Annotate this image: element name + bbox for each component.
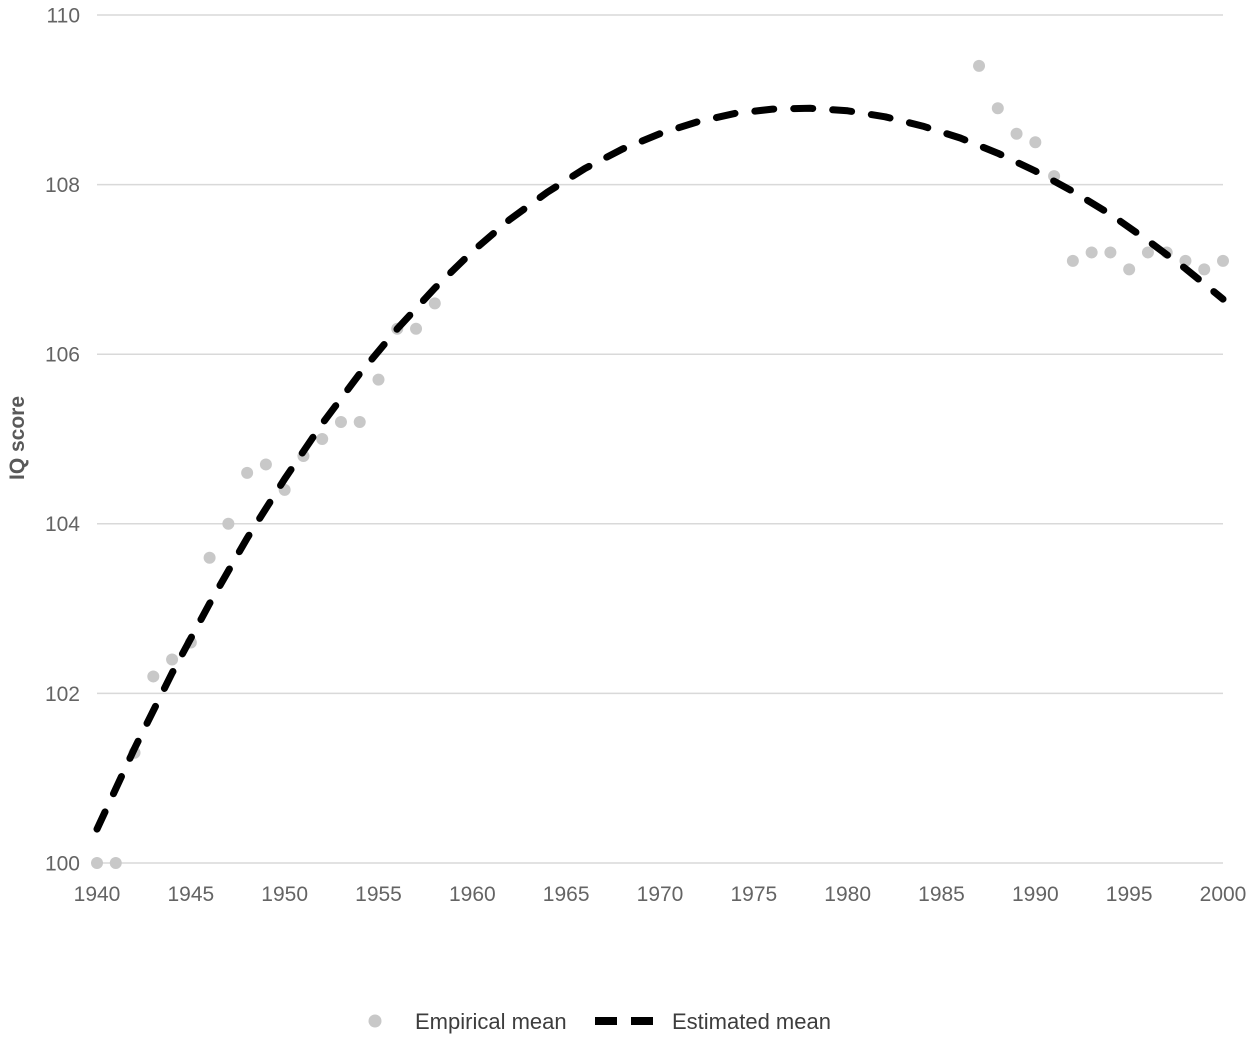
- legend-label-estimated: Estimated mean: [672, 1009, 831, 1034]
- legend: Empirical mean Estimated mean: [368, 1009, 831, 1034]
- x-tick-label: 1970: [637, 883, 684, 906]
- y-tick-label: 102: [45, 683, 80, 706]
- data-point-empirical: [1085, 246, 1098, 259]
- data-point-empirical: [428, 297, 441, 310]
- x-tick-label: 1985: [918, 883, 965, 906]
- y-tick-label: 100: [45, 852, 80, 875]
- data-point-empirical: [259, 458, 272, 471]
- data-point-empirical: [1029, 136, 1042, 149]
- legend-label-empirical: Empirical mean: [415, 1009, 567, 1034]
- data-point-empirical: [1217, 254, 1229, 267]
- data-point-empirical: [316, 433, 329, 445]
- data-point-empirical: [241, 466, 254, 479]
- data-point-empirical: [991, 102, 1004, 115]
- y-tick-label: 104: [45, 513, 80, 536]
- data-point-empirical: [222, 517, 235, 530]
- data-point-empirical: [372, 373, 385, 386]
- x-tick-label: 1950: [261, 883, 308, 906]
- x-tick-label: 1995: [1106, 883, 1153, 906]
- gridlines-group: [97, 14, 1223, 864]
- x-tick-label: 1940: [74, 883, 121, 906]
- data-point-empirical: [1198, 263, 1211, 276]
- data-point-empirical: [91, 857, 103, 869]
- x-tick-label: 1965: [543, 883, 590, 906]
- y-axis-title: IQ score: [6, 396, 29, 480]
- data-point-empirical: [109, 857, 122, 869]
- data-point-empirical: [1104, 246, 1117, 259]
- data-point-empirical: [1141, 246, 1154, 259]
- data-point-empirical: [1066, 254, 1079, 267]
- data-point-empirical: [1123, 263, 1136, 276]
- data-point-empirical: [410, 322, 423, 335]
- data-point-empirical: [1010, 127, 1023, 140]
- data-point-empirical: [334, 416, 347, 429]
- x-tick-label: 2000: [1200, 883, 1247, 906]
- estimated-mean-curve: [93, 104, 1227, 833]
- data-point-empirical: [203, 551, 216, 564]
- data-point-empirical: [353, 416, 366, 429]
- x-tick-label: 1980: [824, 883, 871, 906]
- legend-empirical-dot-icon: [368, 1014, 382, 1028]
- y-tick-label: 108: [45, 174, 80, 197]
- y-tick-label: 110: [47, 4, 80, 27]
- y-axis-tick-labels: 100 102 104 106 108 110: [45, 4, 80, 875]
- x-tick-label: 1955: [355, 883, 402, 906]
- data-point-empirical: [147, 670, 160, 683]
- data-point-empirical: [973, 59, 986, 72]
- x-axis-tick-labels: 1940 1945 1950 1955 1960 1965 1970 1975 1980 1985…: [74, 883, 1247, 906]
- x-tick-label: 1975: [730, 883, 777, 906]
- x-tick-label: 1945: [167, 883, 214, 906]
- data-point-empirical: [166, 653, 179, 666]
- y-tick-label: 106: [45, 344, 80, 367]
- x-tick-label: 1960: [449, 883, 496, 906]
- x-tick-label: 1990: [1012, 883, 1059, 906]
